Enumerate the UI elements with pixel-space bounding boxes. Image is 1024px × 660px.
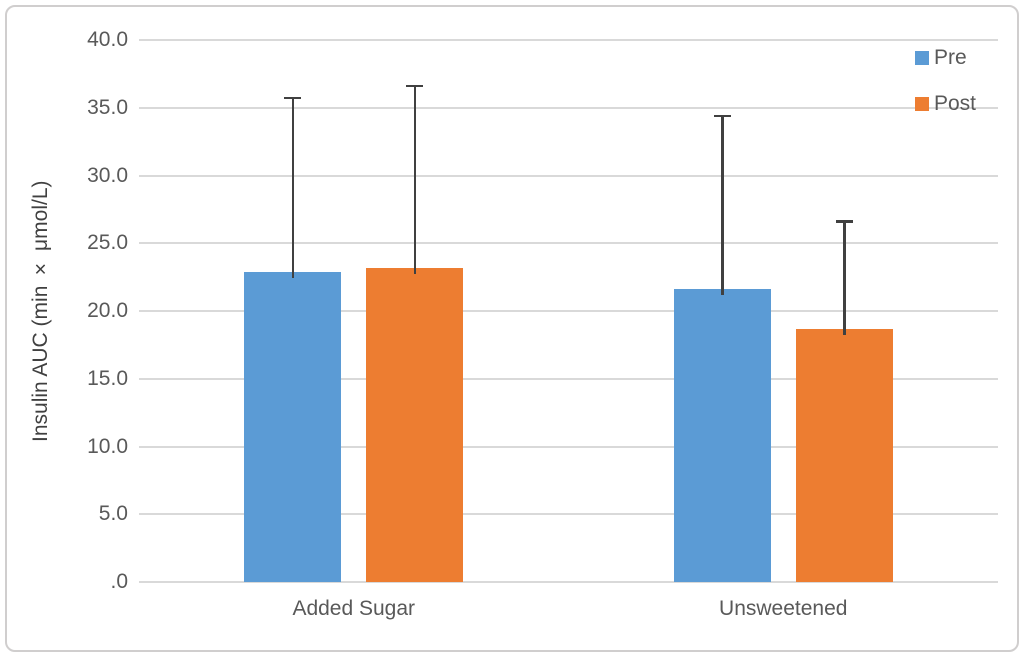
error-bar-cap (406, 84, 424, 88)
y-tick-label: .0 (110, 570, 128, 593)
legend-swatch-pre (915, 51, 929, 65)
y-tick-label: 30.0 (87, 163, 128, 187)
legend-label: Post (934, 92, 977, 115)
y-tick-label: 40.0 (87, 28, 128, 51)
bar-post-added-sugar (366, 267, 464, 582)
x-category-label: Unsweetened (719, 597, 848, 620)
error-bar-line (843, 220, 846, 335)
error-bar-cap (713, 114, 731, 118)
error-bar-line (413, 84, 416, 274)
x-axis-line (139, 581, 998, 583)
legend-item-post: Post (915, 90, 976, 118)
error-bar-line (291, 96, 294, 278)
bar-pre-added-sugar (244, 271, 342, 582)
error-bar-cap (835, 220, 853, 223)
legend-item-pre: Pre (915, 44, 976, 72)
gridline (139, 242, 998, 245)
gridline (139, 39, 998, 41)
gridline (139, 377, 998, 380)
y-axis-tick-labels: .0 5.0 10.0 15.0 20.0 25.0 30.0 35.0 40.0 (0, 0, 128, 660)
gridline (139, 513, 998, 516)
plot-area (139, 39, 998, 583)
bar-post-unsweetened (795, 328, 893, 582)
y-tick-label: 5.0 (98, 502, 128, 526)
error-bar-line (721, 114, 724, 296)
gridline (139, 445, 998, 448)
bar-pre-unsweetened (673, 289, 771, 582)
y-tick-label: 15.0 (87, 366, 128, 390)
gridline (139, 174, 998, 177)
y-tick-label: 25.0 (87, 231, 128, 255)
legend-label: Pre (934, 46, 967, 69)
y-tick-label: 35.0 (87, 95, 128, 119)
x-axis-category-labels: Added Sugar Unsweetened (139, 597, 998, 627)
gridline (139, 106, 998, 109)
gridline (139, 310, 998, 312)
legend: Pre Post (915, 44, 976, 136)
y-tick-label: 20.0 (87, 299, 128, 322)
legend-swatch-post (915, 97, 929, 111)
y-tick-label: 10.0 (87, 434, 128, 458)
error-bar-cap (284, 96, 302, 100)
x-category-label: Added Sugar (292, 597, 416, 620)
